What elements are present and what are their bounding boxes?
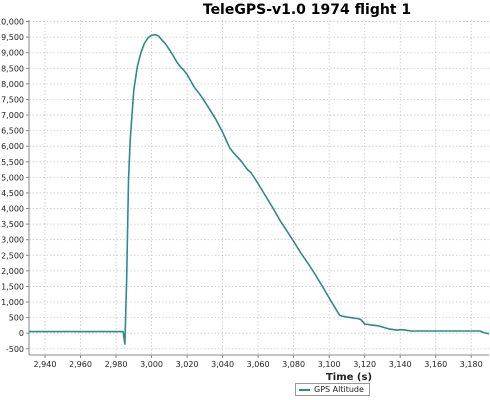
y-tick-label: 5,000 [1,173,24,182]
legend-swatch-gps-altitude [299,388,310,391]
x-axis-title: Time (s) [326,372,372,383]
y-tick-label: 9,500 [1,33,24,42]
y-tick-label: 2,000 [1,267,24,276]
y-axis-ticks: -500 0 500 1,000 1,500 2,000 2,500 3,000 3,500 4,… [0,18,29,354]
y-tick-label: 6,500 [1,127,24,136]
x-tick-label: 2,980 [105,360,128,369]
y-tick-label: 8,000 [1,80,24,89]
x-tick-label: 3,100 [318,360,341,369]
y-tick-label: 4,500 [1,189,24,198]
plot-area [29,20,489,355]
x-tick-label: 3,020 [176,360,199,369]
y-tick-label: 4,000 [1,205,24,214]
x-tick-label: 3,160 [424,360,447,369]
y-tick-label: 8,500 [1,64,24,73]
x-tick-label: 2,960 [69,360,92,369]
y-tick-label: 7,000 [1,111,24,120]
y-tick-label: 500 [9,314,24,323]
x-tick-label: 3,120 [353,360,376,369]
x-tick-label: 3,080 [282,360,305,369]
y-tick-label: 0 [19,329,24,338]
x-tick-label: 2,940 [34,360,57,369]
x-tick-label: 3,040 [211,360,234,369]
y-tick-label: 9,000 [1,49,24,58]
y-tick-label: 1,000 [1,298,24,307]
y-tick-label: 10,000 [0,18,24,27]
y-tick-label: 2,500 [1,251,24,260]
y-tick-label: -500 [6,345,24,354]
x-tick-label: 3,140 [389,360,412,369]
y-tick-label: 5,500 [1,158,24,167]
series-line-gps-altitude [29,33,490,345]
legend: GPS Altitude [295,383,370,396]
series-layer [29,33,490,345]
y-tick-label: 3,500 [1,220,24,229]
x-axis-ticks: 2,940 2,960 2,980 3,000 3,020 3,040 3,060 3,080… [34,355,483,369]
y-tick-label: 6,000 [1,142,24,151]
x-tick-label: 3,060 [247,360,270,369]
x-tick-label: 3,180 [460,360,483,369]
y-tick-label: 1,500 [1,282,24,291]
y-tick-label: 3,000 [1,236,24,245]
chart-title: TeleGPS-v1.0 1974 flight 1 [202,2,412,18]
x-tick-label: 3,000 [140,360,163,369]
y-tick-label: 7,500 [1,95,24,104]
legend-label-gps-altitude: GPS Altitude [314,385,364,394]
